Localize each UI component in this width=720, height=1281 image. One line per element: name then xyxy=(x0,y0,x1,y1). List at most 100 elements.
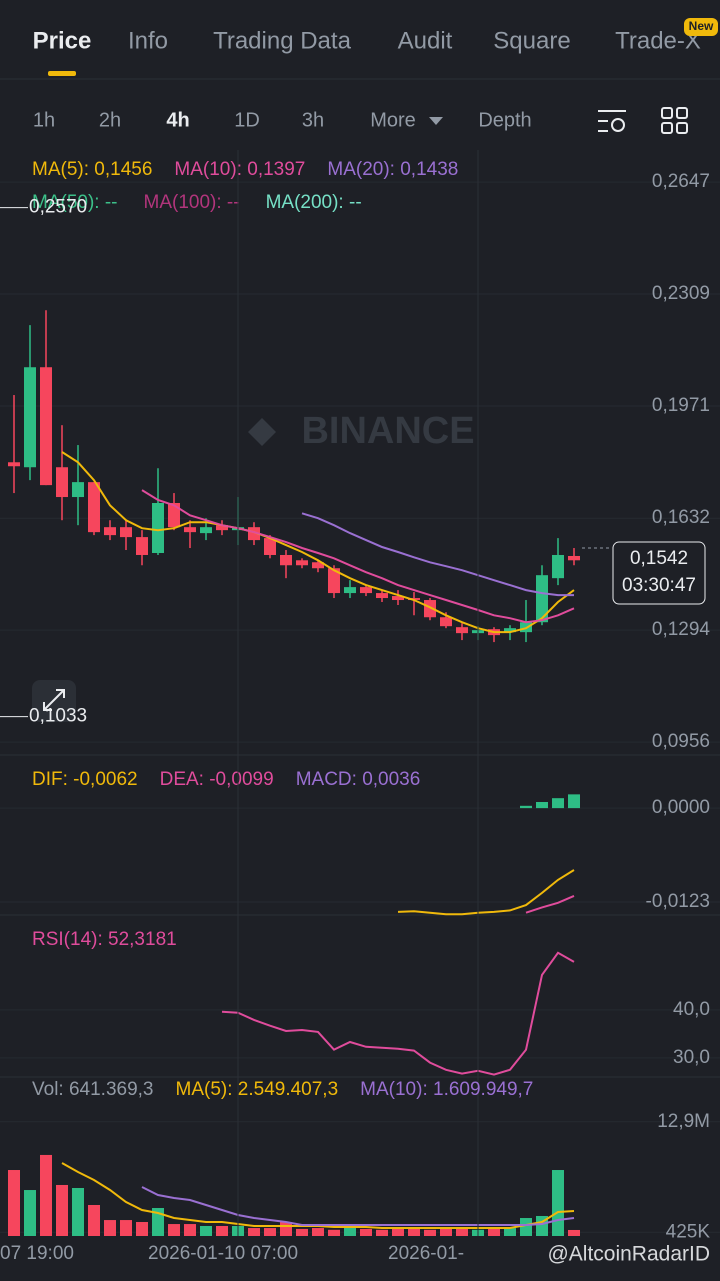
bar xyxy=(504,1228,516,1236)
legend-entry: MA(5): 0,1456 xyxy=(32,159,152,180)
bar xyxy=(408,1228,420,1236)
candle-body xyxy=(200,527,212,534)
badge-bg xyxy=(684,18,718,36)
tab[interactable]: Price xyxy=(33,27,92,54)
candle-body xyxy=(264,538,276,555)
bar xyxy=(312,1228,324,1236)
legend-entry: MA(10): 1.609.949,7 xyxy=(360,1079,533,1100)
bar xyxy=(552,1170,564,1236)
last-price-box xyxy=(612,541,706,605)
interval[interactable]: Depth xyxy=(478,109,531,131)
y-tick-label: 30,0 xyxy=(673,1047,710,1068)
bar xyxy=(552,798,564,809)
series-line xyxy=(61,451,575,634)
bar xyxy=(24,1190,36,1236)
bar xyxy=(360,1228,372,1236)
candle-body xyxy=(456,627,468,634)
legend-entry: DIF: -0,0062 xyxy=(32,769,138,790)
candle-body xyxy=(184,527,196,533)
bar xyxy=(488,1228,500,1236)
credit-watermark: @AltcoinRadarID xyxy=(547,1243,710,1266)
more-chevron xyxy=(429,117,443,125)
bar xyxy=(88,1205,100,1236)
x-tick-label: 07 19:00 xyxy=(0,1243,74,1264)
tab[interactable]: Info xyxy=(128,27,168,54)
last-price-label: 0,1542 xyxy=(630,548,688,569)
bar xyxy=(568,1229,580,1236)
legend-entry: MA(20): 0,1438 xyxy=(327,159,458,180)
interval[interactable]: More xyxy=(370,109,416,131)
candle-body xyxy=(392,596,404,601)
bar xyxy=(520,1218,532,1236)
candle-body xyxy=(152,502,164,554)
candle-body xyxy=(280,554,292,566)
interval[interactable]: 1h xyxy=(33,109,55,131)
candle-body xyxy=(24,367,36,468)
active-tab-indicator xyxy=(48,71,76,76)
bar xyxy=(56,1184,68,1236)
expand-button[interactable] xyxy=(32,680,76,722)
expand-icon xyxy=(43,689,65,711)
x-tick-label: 2026-01-10 07:00 xyxy=(148,1243,298,1264)
icon-stroke xyxy=(661,122,673,134)
candle-body xyxy=(424,600,436,618)
candle-body xyxy=(344,587,356,594)
interval[interactable]: 1D xyxy=(234,109,260,131)
legend-entry: RSI(14): 52,3181 xyxy=(32,929,177,950)
bar xyxy=(72,1187,84,1236)
candle-body xyxy=(312,562,324,569)
y-tick-label: 0,2309 xyxy=(652,283,710,304)
candle-body xyxy=(536,575,548,623)
candle-body xyxy=(8,462,20,467)
candle-body xyxy=(568,555,580,561)
interval[interactable]: 3h xyxy=(302,109,324,131)
candle-body xyxy=(104,527,116,536)
bar xyxy=(120,1220,132,1236)
icon-stroke xyxy=(676,122,688,134)
bar xyxy=(328,1229,340,1236)
y-tick-label: 0,0000 xyxy=(652,797,710,818)
series-line xyxy=(221,951,575,1076)
bar xyxy=(296,1228,308,1236)
tab[interactable]: Square xyxy=(493,27,570,54)
bar xyxy=(424,1229,436,1236)
y-tick-label: 0,1971 xyxy=(652,395,710,416)
candle-body xyxy=(504,628,516,633)
layout-icon[interactable] xyxy=(661,107,688,134)
interval[interactable]: 2h xyxy=(99,109,121,131)
candle-body xyxy=(296,560,308,566)
badge: New xyxy=(689,19,714,33)
tab[interactable]: Trading Data xyxy=(213,27,352,54)
legend-entry: DEA: -0,0099 xyxy=(160,769,274,790)
series-line xyxy=(525,894,575,914)
indicator-settings-icon[interactable] xyxy=(598,110,626,132)
candle-body xyxy=(72,482,84,498)
tab[interactable]: Audit xyxy=(398,27,453,54)
bar xyxy=(152,1208,164,1236)
candle-body xyxy=(376,593,388,599)
candle-body xyxy=(88,482,100,533)
legend-entry: MA(5): 2.549.407,3 xyxy=(176,1079,339,1100)
series-line xyxy=(397,869,575,916)
legend-entry: MA(200): -- xyxy=(266,192,362,213)
watermark-logo xyxy=(248,418,276,446)
candle-body xyxy=(360,587,372,594)
countdown: 03:30:47 xyxy=(622,575,696,596)
low-marker-label: 0,1033 xyxy=(29,706,87,727)
icon-stroke xyxy=(661,107,673,119)
y-tick-label: 0,1632 xyxy=(652,507,710,528)
bar xyxy=(456,1228,468,1236)
bar xyxy=(216,1225,228,1236)
y-tick-label: 12,9M xyxy=(657,1111,710,1132)
series-line xyxy=(301,512,574,597)
icon-stroke xyxy=(676,107,688,119)
series-line xyxy=(141,1186,575,1226)
candle-body xyxy=(440,617,452,627)
y-tick-label: 0,2647 xyxy=(652,171,710,192)
interval[interactable]: 4h xyxy=(166,109,189,131)
bar xyxy=(136,1222,148,1236)
x-tick-label: 2026-01- xyxy=(388,1243,464,1264)
bar xyxy=(264,1228,276,1236)
y-tick-label: -0,0123 xyxy=(646,891,710,912)
